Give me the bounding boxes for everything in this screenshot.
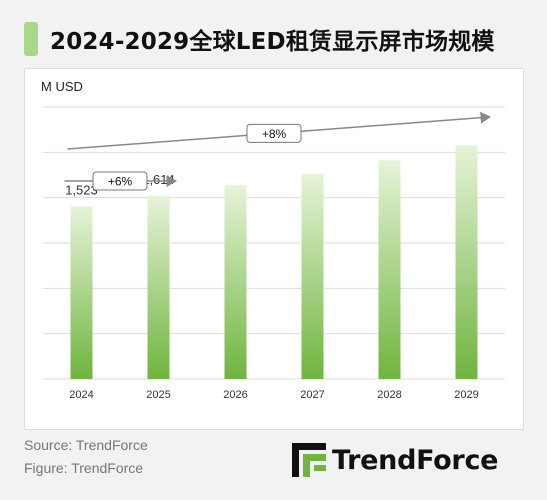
x-tick-2024: 2024	[69, 389, 93, 401]
growth-badge-short	[92, 171, 148, 191]
x-tick-2027: 2027	[300, 389, 324, 401]
unit-label: M USD	[41, 79, 83, 94]
brand-logo: TrendForce	[292, 443, 498, 477]
chart-title: 2024-2029全球LED租赁显示屏市场规模	[50, 29, 495, 55]
bar-2028	[378, 160, 401, 379]
chart-card: M USD 2024 2025 2026 2027 2028 2029 1,523 1,614…	[24, 68, 524, 430]
bar-2026	[224, 185, 247, 379]
growth-label-long: +8%	[262, 127, 287, 141]
title-accent-bar	[24, 22, 38, 56]
x-tick-2029: 2029	[454, 389, 478, 401]
trendforce-logo-icon	[292, 443, 326, 477]
title-block: 2024-2029全球LED租赁显示屏市场规模	[24, 22, 495, 56]
x-tick-2028: 2028	[377, 389, 401, 401]
bar-2025	[147, 196, 170, 379]
growth-badge-long	[246, 123, 302, 143]
bar-2029	[455, 145, 478, 379]
source-line: Source: TrendForce	[24, 437, 148, 453]
bar-2027	[301, 173, 324, 379]
value-label-2024: 1,523	[65, 182, 98, 197]
brand-name: TrendForce	[332, 444, 499, 476]
x-tick-2026: 2026	[223, 389, 247, 401]
growth-label-short: +6%	[108, 175, 133, 189]
bar-2024	[70, 206, 93, 379]
figure-line: Figure: TrendForce	[24, 460, 144, 476]
x-tick-2025: 2025	[146, 389, 170, 401]
